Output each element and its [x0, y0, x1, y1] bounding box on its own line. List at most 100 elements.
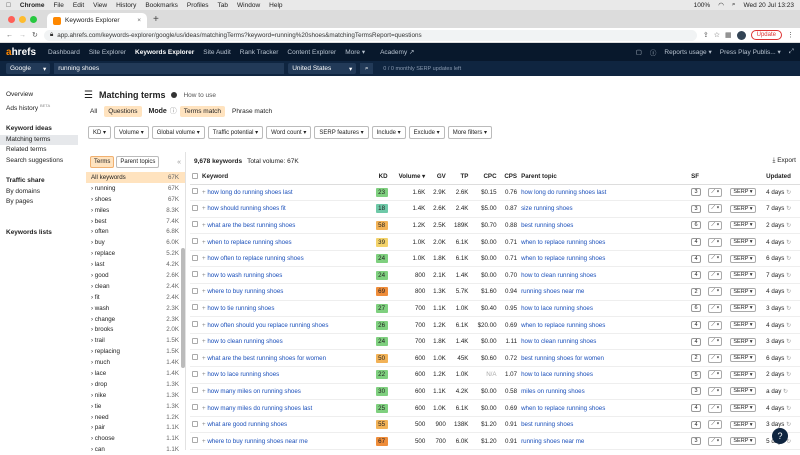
col-keyword[interactable]: Keyword	[200, 170, 370, 185]
menu-chrome[interactable]: Chrome	[15, 1, 45, 9]
share-icon[interactable]: ⇪	[702, 32, 709, 39]
col-sf[interactable]: SF	[689, 170, 707, 185]
serp-button[interactable]: SERP ▾	[730, 271, 756, 280]
trend-chart-button[interactable]: ⟋ ▾	[708, 370, 723, 380]
parent-topic-link[interactable]: best running shoes for women	[521, 354, 604, 362]
trend-chart-button[interactable]: ⟋ ▾	[708, 303, 723, 313]
sf-badge[interactable]: 3	[691, 204, 702, 213]
forward-icon[interactable]: →	[19, 31, 26, 39]
sidebar-item-ads-history[interactable]: Ads history BETA	[6, 102, 51, 112]
trend-chart-button[interactable]: ⟋ ▾	[708, 386, 723, 396]
refresh-icon[interactable]: ↻	[786, 404, 792, 412]
term-item[interactable]: › much 1.4K	[86, 357, 185, 368]
row-checkbox[interactable]	[192, 271, 198, 278]
refresh-icon[interactable]: ↻	[786, 304, 792, 312]
video-play-icon[interactable]	[171, 92, 178, 98]
sidebar-item-related-terms[interactable]: Related terms	[6, 146, 47, 154]
back-icon[interactable]: ←	[6, 31, 13, 39]
tab-parent-topics[interactable]: Parent topics	[116, 156, 160, 168]
row-checkbox[interactable]	[192, 321, 198, 328]
how-to-use-link[interactable]: How to use	[183, 91, 217, 99]
search-icon[interactable]: ⌕	[731, 1, 736, 8]
serp-button[interactable]: SERP ▾	[730, 437, 756, 446]
add-to-list-icon[interactable]: +	[202, 321, 208, 329]
row-checkbox[interactable]	[192, 238, 198, 245]
parent-topic-link[interactable]: when to replace running shoes	[521, 238, 606, 246]
add-to-list-icon[interactable]: +	[202, 238, 208, 246]
row-checkbox[interactable]	[192, 437, 198, 444]
trend-chart-button[interactable]: ⟋ ▾	[708, 220, 723, 230]
tab-questions[interactable]: Questions	[104, 105, 142, 117]
trend-chart-button[interactable]: ⟋ ▾	[708, 187, 723, 197]
refresh-icon[interactable]: ↻	[786, 255, 792, 263]
select-all-checkbox[interactable]	[192, 172, 198, 179]
menu-file[interactable]: File	[48, 1, 63, 9]
collapse-panel-icon[interactable]: «	[177, 158, 181, 166]
row-checkbox[interactable]	[192, 420, 198, 427]
sf-badge[interactable]: 3	[691, 437, 702, 446]
term-item[interactable]: › pair 1.1K	[86, 422, 185, 433]
row-checkbox[interactable]	[192, 304, 198, 311]
keyword-link[interactable]: what are the best running shoes for wome…	[207, 354, 327, 362]
add-to-list-icon[interactable]: +	[202, 354, 208, 362]
serp-button[interactable]: SERP ▾	[730, 321, 756, 330]
row-checkbox[interactable]	[192, 404, 198, 411]
keyword-link[interactable]: how to lace running shoes	[207, 371, 280, 379]
mode-terms-match[interactable]: Terms match	[179, 105, 225, 117]
refresh-icon[interactable]: ↻	[786, 371, 792, 379]
browser-tab[interactable]: Keywords Explorer ×	[47, 13, 147, 28]
menu-history[interactable]: History	[111, 1, 136, 9]
add-to-list-icon[interactable]: +	[202, 255, 208, 263]
sf-badge[interactable]: 4	[691, 404, 702, 413]
notifications-icon[interactable]: ▢	[635, 49, 642, 56]
help-chat-button[interactable]: ?	[772, 428, 788, 444]
maximize-window-icon[interactable]	[30, 15, 37, 23]
parent-topic-link[interactable]: how to clean running shoes	[521, 271, 597, 279]
keyword-link[interactable]: how many miles on running shoes	[207, 387, 301, 395]
sf-badge[interactable]: 2	[691, 287, 702, 296]
term-item[interactable]: › running 67K	[86, 183, 185, 194]
sf-badge[interactable]: 4	[691, 337, 702, 346]
col-tp[interactable]: TP	[447, 170, 471, 185]
account-menu[interactable]: Press Play Publis... ▾	[719, 49, 781, 56]
term-item[interactable]: › change 2.3K	[86, 314, 185, 325]
apple-icon[interactable]: 	[6, 2, 11, 9]
col-volume[interactable]: Volume ▾	[389, 170, 428, 185]
add-to-list-icon[interactable]: +	[202, 205, 208, 213]
keyword-link[interactable]: how often should you replace running sho…	[207, 321, 329, 329]
ahrefs-logo[interactable]: ahrefs	[6, 46, 37, 58]
sf-badge[interactable]: 6	[691, 221, 702, 230]
serp-button[interactable]: SERP ▾	[730, 420, 756, 429]
term-item[interactable]: › shoes 67K	[86, 194, 185, 205]
trend-chart-button[interactable]: ⟋ ▾	[708, 353, 723, 363]
add-to-list-icon[interactable]: +	[202, 271, 208, 279]
country-select[interactable]: United States ▾	[288, 63, 357, 74]
parent-topic-link[interactable]: how to lace running shoes	[521, 371, 593, 379]
keyword-link[interactable]: where to buy running shoes near me	[207, 437, 308, 445]
sf-badge[interactable]: 6	[691, 304, 702, 313]
filter-kd[interactable]: KD ▾	[88, 126, 112, 139]
row-checkbox[interactable]	[192, 387, 198, 394]
term-item[interactable]: › wash 2.3K	[86, 303, 185, 314]
export-button[interactable]: ⤓ Export	[772, 157, 796, 164]
add-to-list-icon[interactable]: +	[202, 387, 208, 395]
add-to-list-icon[interactable]: +	[202, 371, 208, 379]
menu-bookmarks[interactable]: Bookmarks	[140, 1, 178, 9]
help-icon[interactable]: ⓘ	[649, 50, 657, 57]
search-button[interactable]: ⌕	[360, 63, 374, 74]
row-checkbox[interactable]	[192, 354, 198, 361]
row-checkbox[interactable]	[192, 337, 198, 344]
keyword-link[interactable]: where to buy running shoes	[207, 288, 284, 296]
menu-profiles[interactable]: Profiles	[181, 1, 209, 9]
search-engine-select[interactable]: Google ▾	[6, 63, 51, 74]
term-item[interactable]: › replacing 1.5K	[86, 346, 185, 357]
serp-button[interactable]: SERP ▾	[730, 221, 756, 230]
parent-topic-link[interactable]: miles on running shoes	[521, 387, 585, 395]
nav-keywords-explorer[interactable]: Keywords Explorer	[135, 48, 195, 56]
term-item[interactable]: › buy 6.0K	[86, 237, 185, 248]
term-item[interactable]: › drop 1.3K	[86, 379, 185, 390]
add-to-list-icon[interactable]: +	[202, 288, 208, 296]
parent-topic-link[interactable]: when to replace running shoes	[521, 255, 606, 263]
serp-button[interactable]: SERP ▾	[730, 304, 756, 313]
trend-chart-button[interactable]: ⟋ ▾	[708, 337, 723, 347]
